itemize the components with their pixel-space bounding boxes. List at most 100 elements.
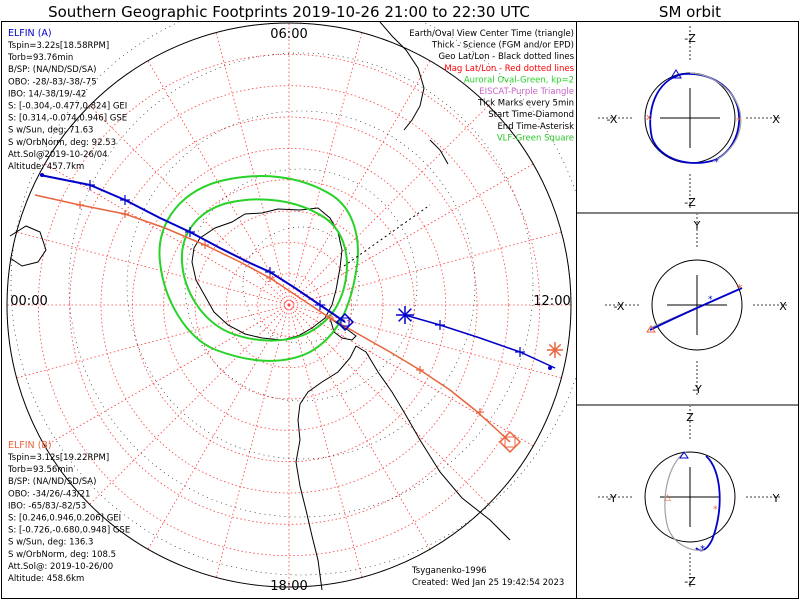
elfin-b-vlf-square (504, 436, 516, 448)
auroral-oval-inner (180, 198, 348, 342)
sm-axis-label: -Y (692, 383, 702, 396)
info-line: S w/Sun, deg: 71.63 (8, 126, 93, 136)
grid-circle (69, 85, 509, 525)
elfin-a-track (39, 174, 346, 323)
legend-item: End Time-Asterisk (497, 122, 574, 132)
elfin-b-info: ELFIN (B) Tspin=3.12s[19.22RPM] Torb=93.5… (7, 440, 130, 584)
sm-panel-border (576, 21, 799, 599)
grid-spoke (288, 231, 562, 306)
info-line: Altitude: 458.6km (8, 574, 84, 584)
info-line: OBO: -34/26/-43/21 (8, 489, 90, 499)
mlt-label-right: 12:00 (533, 294, 570, 309)
elfin-a-track-end (40, 173, 44, 177)
grid-spoke (89, 105, 290, 306)
grid-circle (194, 210, 384, 400)
svg-text:*: * (737, 282, 743, 295)
info-line: S w/Sun, deg: 136.3 (8, 538, 93, 548)
elfin-a-track-end (548, 366, 552, 370)
info-line: Torb=93.56min (7, 465, 73, 475)
south-america-coast (295, 345, 511, 591)
info-line: Torb=93.76min (7, 53, 73, 63)
mag-grid (6, 22, 576, 588)
elfin-a-vlf-square (340, 317, 350, 327)
sm-view-triangle (679, 451, 689, 459)
model-label: Tsyganenko-1996 (411, 566, 487, 576)
svg-text:*: * (736, 116, 741, 127)
info-line: Att.Sol@2019-10-26/04 (8, 150, 108, 160)
info-line: B/SP: (NA/ND/SD/SA) (8, 65, 96, 75)
elfin-b-start-diamond (498, 430, 522, 454)
grid-spoke (16, 304, 290, 379)
svg-text:x: x (646, 113, 652, 123)
info-line: S: [-0.726,-0.680,0.948] GSE (8, 526, 130, 536)
mlt-label-left: 00:00 (10, 294, 47, 309)
info-line: Tspin=3.22s[18.58RPM] (7, 41, 109, 51)
info-line: IBO: 14/-38/19/-42 (8, 89, 86, 99)
sm-axis-label: X (772, 113, 780, 126)
info-line: Tspin=3.12s[19.22RPM] (7, 453, 109, 463)
sm-view-triangle (670, 69, 682, 79)
track-markers (40, 173, 563, 454)
elfin-a-name: ELFIN (A) (8, 28, 52, 39)
info-line: S: [0.246,0.946,0.206] GEI (8, 514, 121, 524)
elfin-b-name: ELFIN (B) (8, 440, 52, 451)
grid-spoke (288, 304, 562, 379)
legend-item: Tick Marks every 5min (477, 99, 574, 109)
geo-circle (184, 168, 418, 402)
legend-item: EISCAT-Purple Triangle (479, 87, 574, 97)
sm-orbit-title: SM orbit (659, 3, 721, 21)
sm-panel-xy: Y -Y -X X * * (605, 214, 789, 397)
legend-item: VLF-Green Square (497, 133, 574, 143)
map-boundary (6, 22, 572, 588)
grid-spoke (288, 304, 534, 447)
legend: Earth/Oval View Center Time (triangle) Th… (409, 29, 574, 143)
legend-item: Thick - Science (FGM and/or EPD) (431, 41, 574, 51)
grid-spoke (288, 32, 363, 306)
created-label: Created: Wed Jan 25 19:42:54 2023 (412, 578, 564, 588)
geo-circle (68, 52, 534, 518)
polar-map (6, 22, 576, 591)
legend-item: Earth/Oval View Center Time (triangle) (409, 29, 574, 39)
info-line: S: [0.314,-0.074,0.946] GSE (8, 114, 127, 124)
grid-spoke (89, 304, 290, 505)
elfin-b-track (34, 194, 511, 443)
grid-spoke (288, 163, 534, 306)
sm-axis-label: -Z (684, 196, 696, 209)
info-line: Altitude: 457.7km (8, 162, 84, 172)
grid-spoke (215, 32, 290, 306)
svg-text:△: △ (664, 493, 671, 503)
auroral-oval-outer (158, 175, 359, 362)
grid-spoke (288, 304, 489, 505)
elfin-b-orbit (689, 72, 742, 163)
sm-panel-yz: Z -Z -Y Y * △ * (598, 406, 782, 589)
sm-axis-label: Z (686, 411, 694, 424)
grid-spoke (288, 304, 431, 550)
grid-spoke (288, 304, 363, 578)
info-line: S: [-0.304,-0.477,0.824] GEI (8, 102, 127, 112)
elfin-b-end-asterisk (548, 343, 562, 357)
sm-axis-label: -X (614, 300, 625, 313)
legend-item: Start Time-Diamond (488, 110, 574, 120)
info-line: S w/OrbNorm, deg: 92.53 (8, 138, 116, 148)
mlt-label-top: 06:00 (270, 27, 307, 42)
svg-text:*: * (708, 295, 713, 305)
info-line: IBO: -65/83/-82/53 (8, 501, 86, 511)
sm-panel-xz: -Z -Z -X X * * x (598, 26, 782, 210)
sm-axis-label: Y (772, 492, 780, 505)
sm-axis-label: -Y (607, 492, 617, 505)
elfin-a-track-2 (404, 314, 556, 369)
info-line: S w/OrbNorm, deg: 108.5 (8, 550, 116, 560)
svg-text:*: * (700, 544, 705, 555)
svg-text:*: * (713, 505, 718, 515)
elfin-a-info: ELFIN (A) Tspin=3.22s[18.58RPM] Torb=93.7… (7, 28, 127, 172)
info-line: OBO: -28/-83/-38/-75 (8, 77, 97, 87)
grid-circle (37, 53, 541, 557)
grid-spoke (288, 105, 489, 306)
geo-circle (242, 226, 360, 344)
sm-axis-label: -Z (684, 575, 696, 588)
sm-axis-label: X (779, 300, 787, 313)
grid-spoke (44, 304, 290, 447)
elfin-a-orbit (649, 287, 743, 331)
figure-title: Southern Geographic Footprints 2019-10-2… (48, 3, 530, 21)
